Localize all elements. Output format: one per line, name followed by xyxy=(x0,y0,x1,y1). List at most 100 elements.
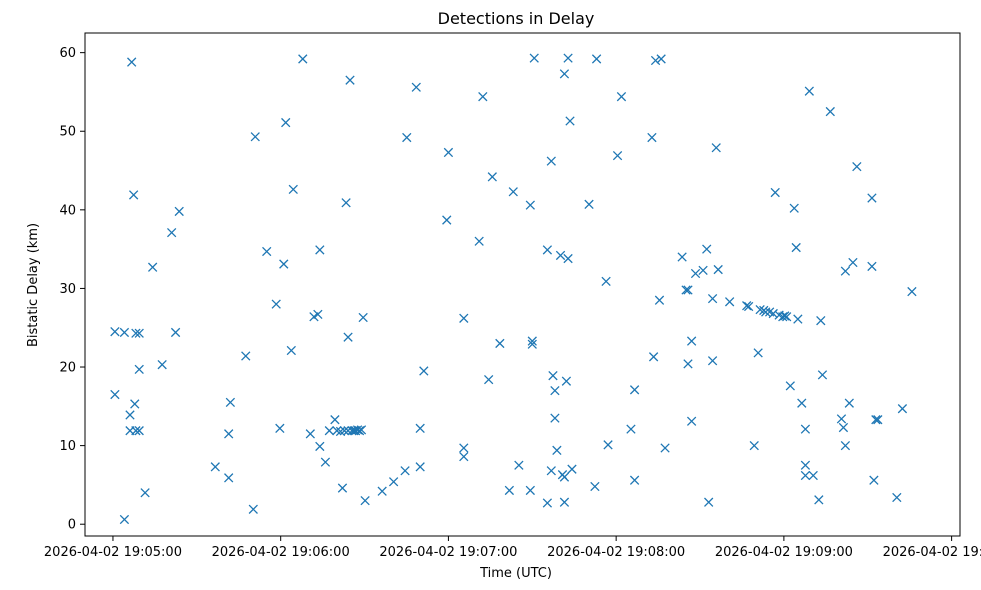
data-point xyxy=(527,339,537,349)
data-point xyxy=(559,69,570,79)
data-point xyxy=(415,462,425,472)
data-point xyxy=(241,351,251,361)
data-point xyxy=(782,312,792,322)
data-point xyxy=(707,356,718,366)
data-point xyxy=(844,398,854,408)
x-tick-label: 2026-04-02 19:07:00 xyxy=(379,545,517,560)
data-point xyxy=(419,366,429,376)
data-point xyxy=(157,360,167,370)
data-point xyxy=(656,54,666,64)
data-point xyxy=(567,464,577,474)
data-point xyxy=(360,495,370,506)
data-point xyxy=(683,359,693,369)
data-point xyxy=(761,307,771,317)
data-point xyxy=(753,348,763,358)
y-tick-label: 10 xyxy=(59,439,76,454)
data-point xyxy=(377,486,387,496)
y-tick-label: 60 xyxy=(59,46,76,61)
data-point xyxy=(550,385,560,396)
data-point xyxy=(337,483,348,493)
x-tick-label: 2026-04-02 19:05:00 xyxy=(44,545,182,560)
data-point xyxy=(262,246,272,257)
data-point xyxy=(415,423,425,433)
data-point xyxy=(529,53,539,63)
data-point xyxy=(315,441,325,452)
data-point xyxy=(871,415,881,425)
data-point xyxy=(343,332,353,342)
data-point xyxy=(400,466,410,476)
data-point xyxy=(358,312,368,323)
data-point xyxy=(356,425,367,435)
data-point xyxy=(525,200,535,210)
data-point xyxy=(626,424,636,434)
data-point xyxy=(388,477,399,487)
data-point xyxy=(778,312,788,322)
data-point xyxy=(542,498,553,508)
data-point xyxy=(907,286,917,297)
data-point xyxy=(125,410,135,420)
y-tick-label: 40 xyxy=(59,203,76,218)
data-point xyxy=(601,276,611,287)
data-point xyxy=(838,422,849,433)
data-point xyxy=(686,336,697,346)
data-point xyxy=(478,92,488,102)
data-point xyxy=(320,457,331,467)
data-point xyxy=(130,399,140,409)
data-point xyxy=(660,443,670,453)
data-point xyxy=(127,57,137,67)
data-point xyxy=(873,415,883,425)
data-point xyxy=(286,345,296,356)
data-point xyxy=(250,132,260,142)
data-point xyxy=(612,150,623,161)
data-point xyxy=(897,404,908,414)
data-point xyxy=(279,259,289,269)
data-point xyxy=(134,364,144,375)
data-point xyxy=(804,86,814,96)
data-point xyxy=(563,53,573,63)
data-point xyxy=(248,504,258,514)
data-point xyxy=(559,497,570,507)
data-point xyxy=(119,514,130,525)
data-point xyxy=(768,308,778,319)
data-point xyxy=(591,54,602,64)
data-point xyxy=(770,187,780,198)
data-points xyxy=(110,53,917,525)
x-tick-label: 2026-04-02 19:08:00 xyxy=(547,545,685,560)
data-point xyxy=(867,261,877,272)
data-point xyxy=(504,485,515,496)
data-point xyxy=(648,352,659,362)
data-point xyxy=(800,460,811,470)
data-point xyxy=(686,416,697,426)
data-point xyxy=(836,414,847,424)
data-point xyxy=(443,147,454,158)
data-point xyxy=(848,257,858,268)
data-point xyxy=(411,82,421,92)
data-point xyxy=(690,268,701,279)
plot-frame xyxy=(84,32,961,537)
y-axis-label: Bistatic Delay (km) xyxy=(26,223,41,347)
data-point xyxy=(704,497,714,507)
data-point xyxy=(814,495,824,505)
data-point xyxy=(332,426,342,436)
data-point xyxy=(110,326,120,337)
data-point xyxy=(840,440,851,451)
plot-area: 2026-04-02 19:05:00 2026-04-02 19:06:00 20… xyxy=(44,32,981,560)
data-point xyxy=(474,236,484,246)
y-tick-label: 50 xyxy=(59,125,76,140)
data-point xyxy=(561,376,572,386)
data-point xyxy=(354,426,365,436)
data-point xyxy=(128,190,139,200)
data-point xyxy=(174,206,184,217)
data-point xyxy=(514,460,524,470)
data-point xyxy=(791,242,801,253)
data-point xyxy=(793,314,803,324)
data-point xyxy=(508,187,518,197)
data-point xyxy=(677,252,687,262)
data-point xyxy=(711,143,721,153)
data-point xyxy=(817,370,828,380)
data-point xyxy=(210,462,220,472)
data-point xyxy=(281,117,291,128)
data-point xyxy=(755,304,765,315)
x-axis-label: Time (UTC) xyxy=(479,566,552,581)
data-point xyxy=(743,301,754,312)
